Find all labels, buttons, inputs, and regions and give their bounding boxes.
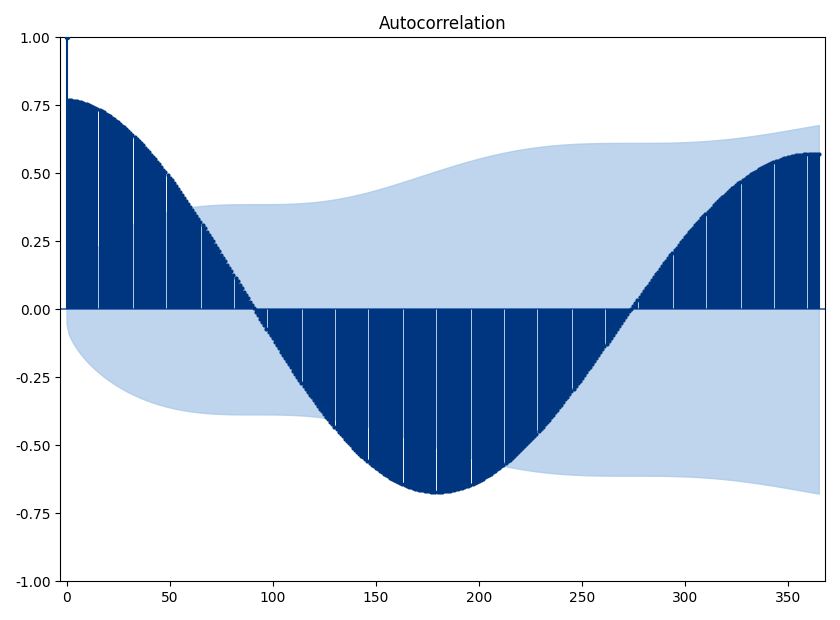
Title: Autocorrelation: Autocorrelation [379,15,507,33]
